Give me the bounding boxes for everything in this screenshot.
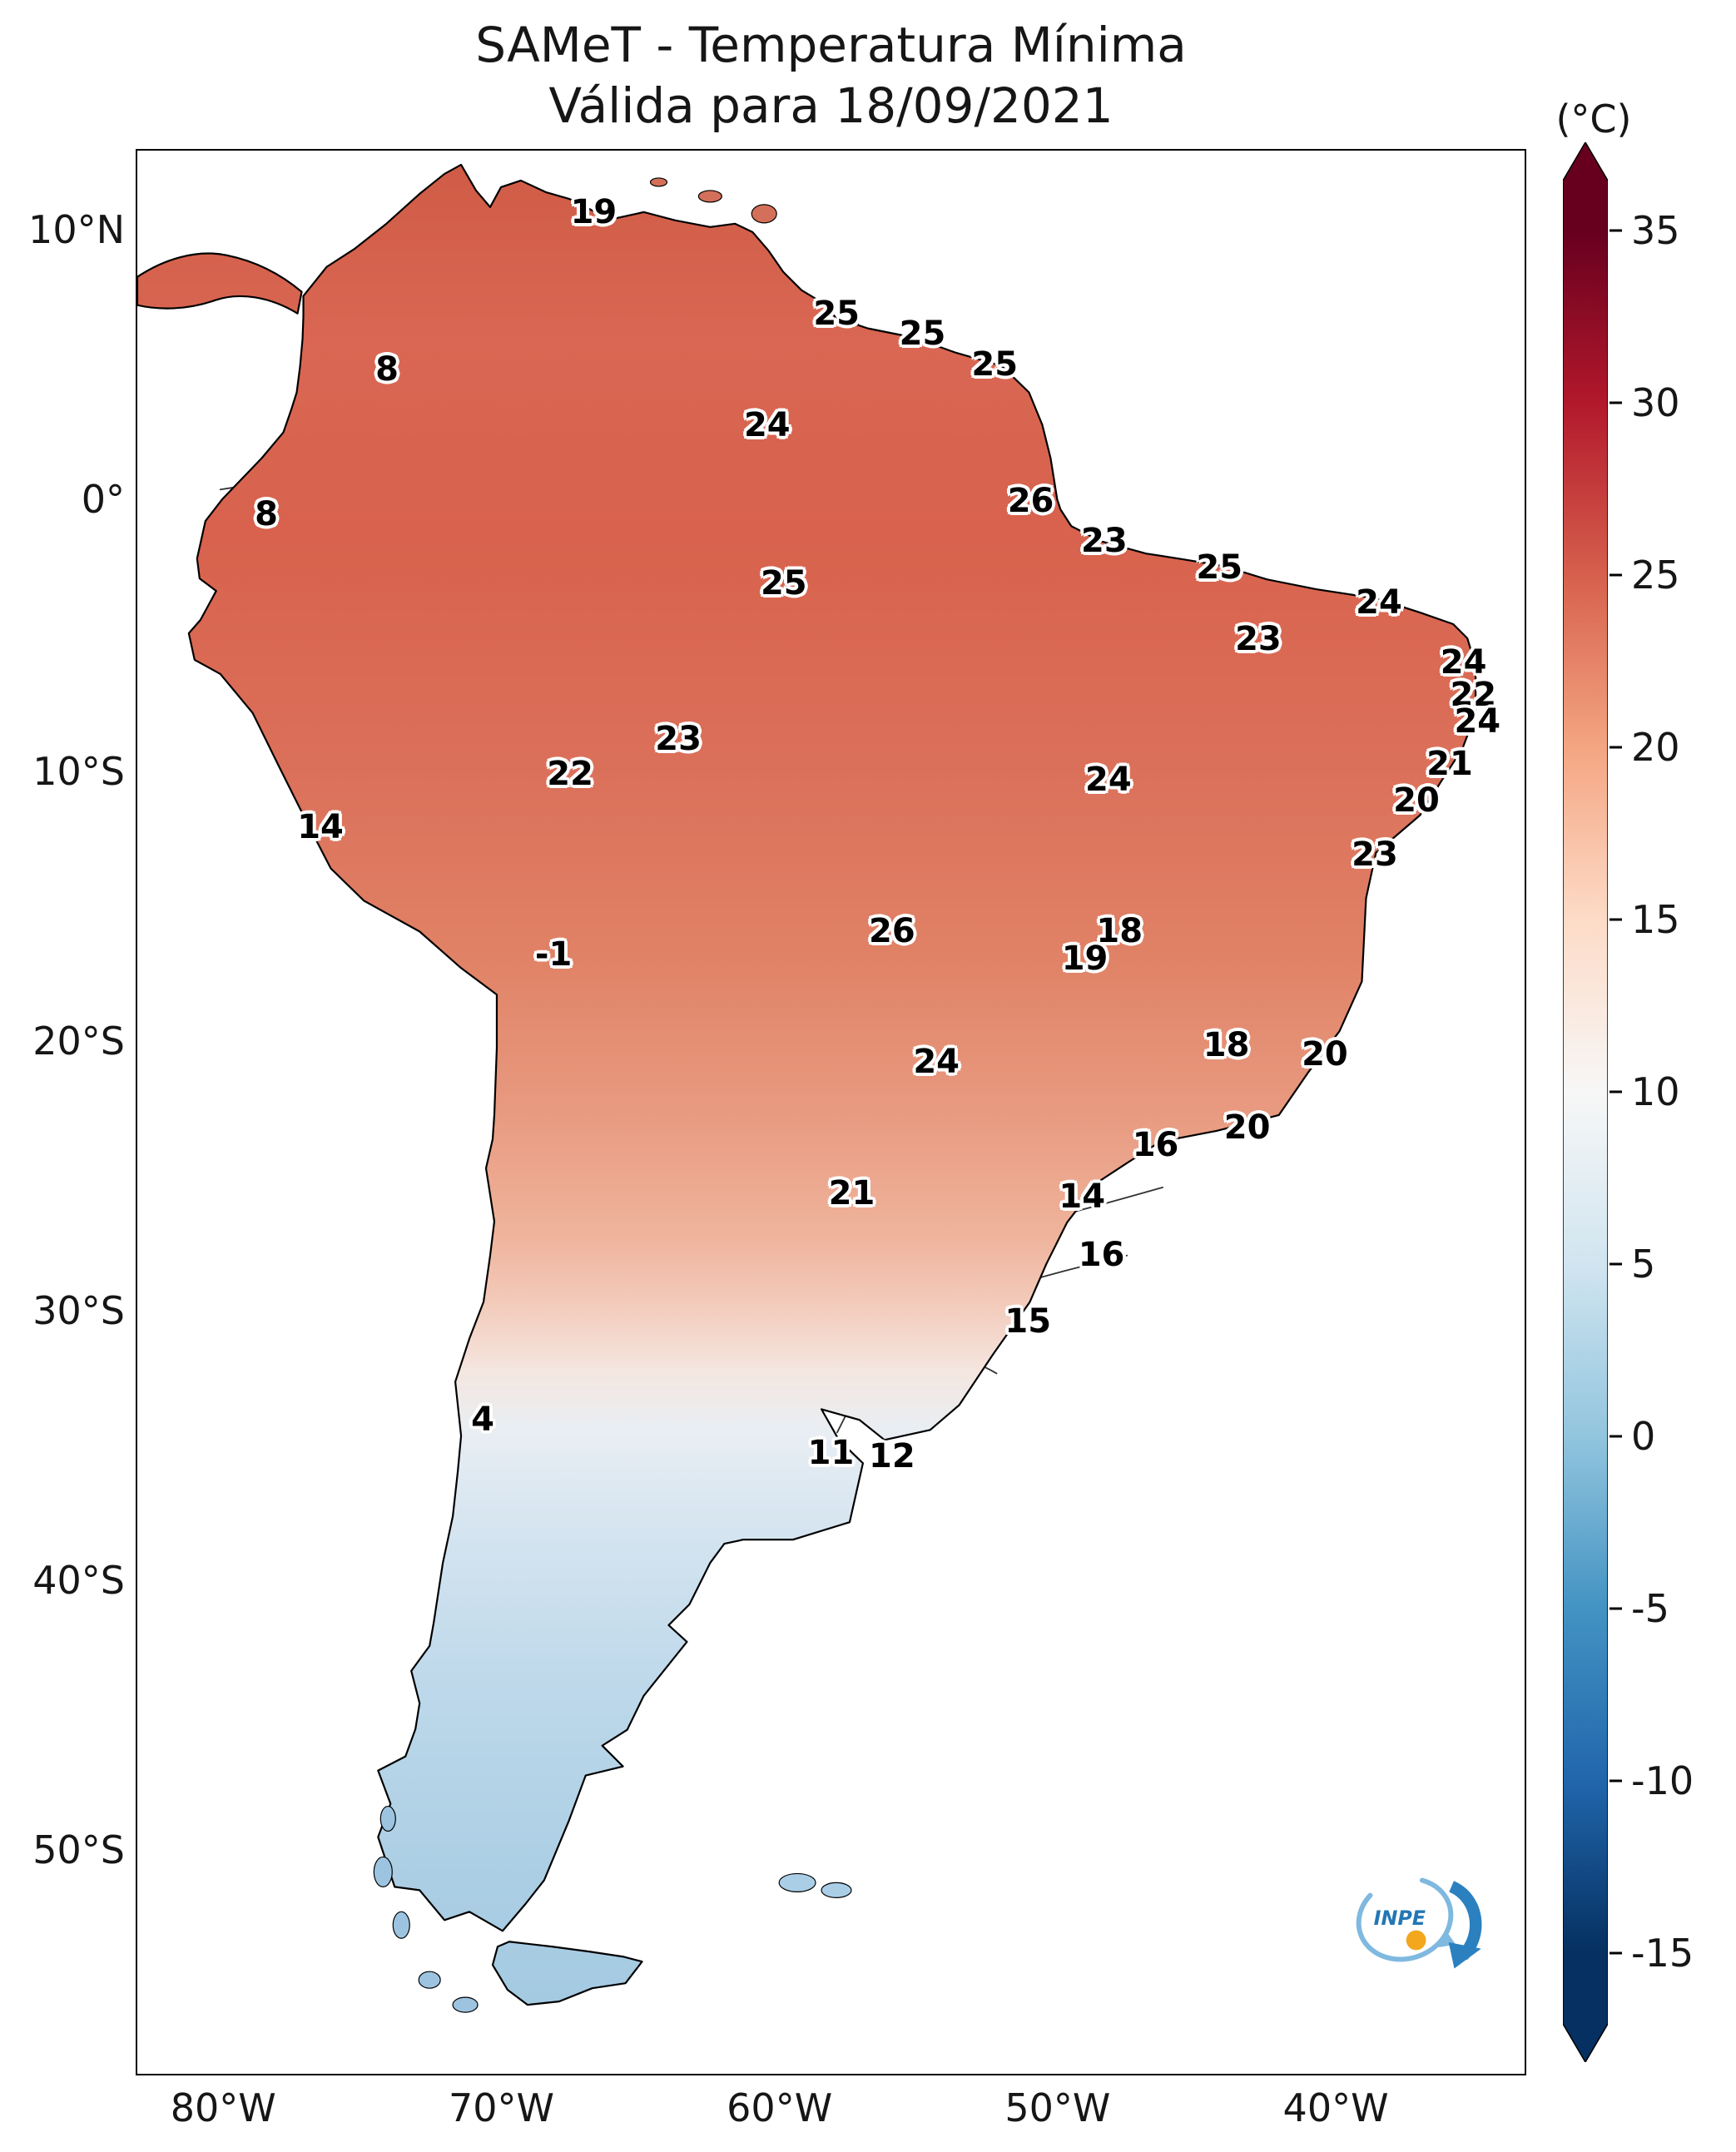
temperature-label: 11 — [807, 1433, 855, 1472]
temperature-label: 26 — [869, 912, 915, 951]
colorbar-tick-label: 0 — [1631, 1414, 1656, 1459]
temperature-label: 8 — [375, 350, 399, 389]
temperature-label: 23 — [1352, 835, 1398, 874]
temperature-label: 25 — [971, 345, 1019, 384]
lat-tick-label: 0° — [81, 477, 125, 523]
temperature-label: 8 — [255, 494, 278, 533]
islands — [373, 177, 852, 2013]
colorbar-tick-label: 25 — [1631, 553, 1680, 598]
temperature-label: 18 — [1096, 912, 1143, 951]
inpe-swirl — [1356, 1876, 1454, 1962]
temperature-label: 19 — [1061, 939, 1109, 978]
colorbar-tick-label: -5 — [1631, 1586, 1669, 1631]
colorbar-tick-label: -10 — [1631, 1758, 1694, 1803]
colorbar-tick-label: 10 — [1631, 1069, 1680, 1114]
temperature-label: 25 — [899, 314, 946, 353]
lat-tick-label: 10°N — [28, 207, 125, 253]
colorbar-tick-label: 15 — [1631, 897, 1680, 942]
temperature-label: 14 — [297, 808, 344, 847]
lat-tick-label: 30°S — [32, 1287, 125, 1333]
colorbar-tick-mark — [1610, 1951, 1622, 1955]
colorbar-tick-mark — [1610, 1090, 1622, 1093]
colorbar-tick-label: 5 — [1631, 1242, 1656, 1287]
lat-tick-label: 20°S — [32, 1018, 125, 1064]
colorbar-tick-label: 20 — [1631, 725, 1680, 770]
temperature-label: 23 — [1235, 619, 1282, 658]
inpe-logo-text: INPE — [1374, 1907, 1426, 1930]
latitude-axis: 10°N 0° 10°S 20°S 30°S 40°S 50°S — [13, 149, 125, 2075]
lon-tick-label: 40°W — [1282, 2085, 1389, 2130]
temperature-label: 20 — [1302, 1035, 1348, 1074]
temperature-label: 19 — [570, 192, 618, 231]
temperature-labels-layer: 19 25 25 25 24 8 26 23 8 25 25 24 23 24 22 24 23 22 21 24 20… — [137, 151, 1525, 2074]
colorbar-ticks: 35 30 25 20 15 10 5 0 -5 -10 -15 — [1563, 142, 1736, 2062]
colorbar-tick-mark — [1610, 229, 1622, 232]
temperature-label: 21 — [1426, 745, 1473, 784]
colorbar-tick-mark — [1610, 1435, 1622, 1438]
colorbar-tick-mark — [1610, 918, 1622, 921]
temperature-label: 16 — [1132, 1125, 1179, 1164]
temperature-label: 22 — [1450, 676, 1497, 714]
temperature-label: 24 — [1085, 760, 1132, 799]
colorbar-tick-mark — [1610, 1607, 1622, 1610]
temperature-label: 4 — [471, 1401, 494, 1440]
temperature-label: 22 — [547, 754, 593, 793]
temperature-label: 25 — [760, 563, 807, 602]
inpe-logo: INPE — [1348, 1861, 1490, 1977]
colorbar-unit-label: (°C) — [1555, 97, 1632, 141]
colorbar-tick-mark — [1610, 746, 1622, 749]
lon-tick-label: 50°W — [1004, 2085, 1111, 2130]
lat-tick-label: 10°S — [32, 748, 125, 794]
temperature-label: 25 — [813, 295, 860, 334]
longitude-axis: 80°W 70°W 60°W 50°W 40°W — [136, 2085, 1526, 2144]
temperature-label: 14 — [1059, 1178, 1106, 1217]
inpe-orange-dot — [1406, 1930, 1426, 1951]
colorbar-tick-mark — [1610, 401, 1622, 404]
temperature-label: 15 — [1004, 1302, 1052, 1341]
temperature-label: -1 — [534, 935, 573, 974]
temperature-label: 24 — [1440, 642, 1487, 682]
lat-tick-label: 40°S — [32, 1558, 125, 1604]
lon-tick-label: 60°W — [727, 2085, 833, 2130]
chart-title: SAMeT - Temperatura Mínima Válida para 1… — [136, 15, 1526, 136]
temperature-label: 20 — [1223, 1108, 1271, 1147]
inpe-logo-graphic: INPE — [1356, 1876, 1482, 1969]
colorbar-tick-mark — [1610, 1262, 1622, 1266]
temperature-label: 16 — [1078, 1235, 1125, 1274]
temperature-label: 18 — [1203, 1025, 1250, 1064]
temperature-label: 23 — [1081, 522, 1128, 561]
temperature-label: 24 — [1454, 702, 1501, 741]
colorbar-tick-mark — [1610, 1779, 1622, 1783]
temperature-label: 24 — [743, 406, 791, 445]
colorbar-tick-mark — [1610, 573, 1622, 577]
temperature-label: 23 — [655, 720, 702, 759]
colorbar-tick-label: -15 — [1631, 1931, 1694, 1976]
temperature-label: 24 — [913, 1043, 960, 1082]
lon-tick-label: 80°W — [170, 2085, 276, 2130]
temperature-label: 20 — [1393, 781, 1440, 821]
lon-tick-label: 70°W — [448, 2085, 554, 2130]
temperature-label: 25 — [1196, 548, 1243, 588]
temperature-label: 24 — [1356, 583, 1402, 622]
lat-tick-label: 50°S — [32, 1827, 125, 1873]
inpe-blue-arrowhead — [1448, 1942, 1481, 1969]
colorbar-tick-label: 35 — [1631, 208, 1680, 253]
temperature-label: 21 — [828, 1173, 875, 1212]
title-line1: SAMeT - Temperatura Mínima — [475, 17, 1187, 73]
temperature-label: 12 — [869, 1437, 915, 1476]
south-america-temperature-map — [137, 163, 1477, 2013]
map-plot: 19 25 25 25 24 8 26 23 8 25 25 24 23 24 22 24 23 22 21 24 20… — [136, 149, 1526, 2075]
title-line2: Válida para 18/09/2021 — [548, 77, 1114, 135]
temperature-label: 26 — [1007, 481, 1054, 520]
colorbar-tick-label: 30 — [1631, 380, 1680, 425]
